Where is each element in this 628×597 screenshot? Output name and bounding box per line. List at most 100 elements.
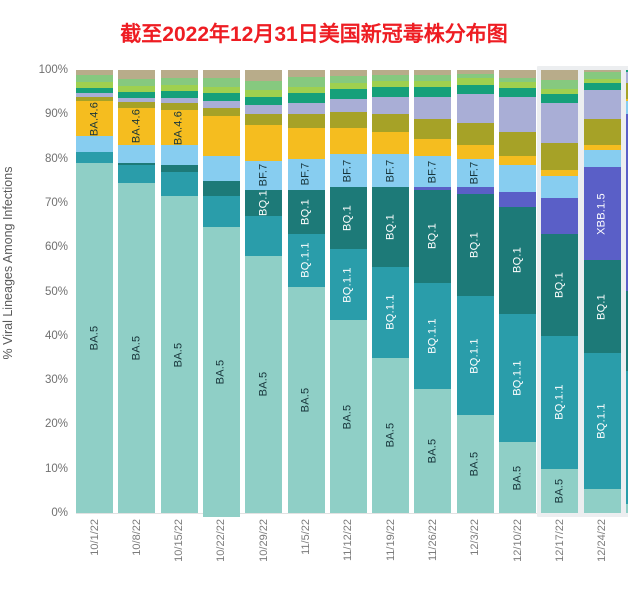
bar-segment-XBB.1.5[interactable] <box>541 198 579 234</box>
bar-segment-BF.7[interactable] <box>625 100 628 115</box>
bar-segment-periwinkle[interactable] <box>583 89 621 119</box>
bar-segment-light-green[interactable] <box>583 72 621 79</box>
bar-10-22-22[interactable]: BA.5 <box>202 70 240 518</box>
bar-segment-BA.4.6[interactable]: BA.4.6 <box>76 100 113 137</box>
bar-segment-BQ.1.1[interactable]: BQ.1.1 <box>625 371 628 505</box>
bar-12-3-22[interactable]: BF.7 BQ.1 BQ.1.1 BA.5 <box>456 70 494 513</box>
bar-segment-BF.7[interactable]: BF.7 <box>287 158 325 190</box>
bar-11-19-22[interactable]: BF.7 BQ.1 BQ.1.1 BA.5 <box>372 70 410 513</box>
bar-segment-BQ.1.1[interactable] <box>118 165 156 183</box>
bar-segment-light-green[interactable] <box>118 78 156 87</box>
bar-segment-periwinkle[interactable] <box>202 100 240 108</box>
bar-segment-tan[interactable] <box>414 70 452 76</box>
bar-segment-BQ.1.1[interactable] <box>245 216 283 256</box>
bar-segment-BA.5[interactable]: BA.5 <box>329 320 367 513</box>
bar-10-15-22[interactable]: BA.4.6 BA.5 <box>160 70 198 513</box>
bar-segment-BF.7[interactable] <box>76 136 113 152</box>
bar-segment-teal-green[interactable] <box>499 87 536 97</box>
bar-segment-tan[interactable] <box>118 70 156 79</box>
bar-segment-tan[interactable] <box>287 70 325 77</box>
bar-segment-olive[interactable] <box>372 114 410 132</box>
bar-segment-periwinkle[interactable] <box>76 93 113 97</box>
bar-segment-lime[interactable] <box>287 87 325 94</box>
bar-segment-BQ.1[interactable]: BQ.1 <box>456 193 494 296</box>
bar-segment-XBB.1.5[interactable] <box>456 187 494 194</box>
bar-segment-lime[interactable] <box>499 81 536 88</box>
bar-segment-BF.7[interactable] <box>499 165 536 192</box>
bar-segment-olive[interactable] <box>499 131 536 157</box>
bar-segment-olive[interactable] <box>76 96 113 101</box>
bar-segment-BA.4.6[interactable] <box>329 127 367 155</box>
bar-segment-lime[interactable] <box>76 82 113 88</box>
bar-segment-teal-green[interactable] <box>329 89 367 99</box>
bar-segment-teal-green[interactable] <box>287 93 325 104</box>
bar-segment-lime[interactable] <box>160 85 198 92</box>
bar-segment-light-green[interactable] <box>541 79 579 89</box>
bar-segment-olive[interactable] <box>118 102 156 108</box>
bar-segment-periwinkle[interactable] <box>329 98 367 113</box>
bar-segment-light-green[interactable] <box>372 75 410 81</box>
bar-segment-BA.5[interactable]: BA.5 <box>118 182 156 513</box>
bar-segment-BQ.1[interactable]: BQ.1 <box>287 189 325 234</box>
bar-segment-BF.7[interactable]: BF.7 <box>329 154 367 188</box>
bar-segment-light-green[interactable] <box>499 77 536 82</box>
bar-segment-BQ.1[interactable]: BQ.1 <box>499 207 536 314</box>
bar-segment-teal-green[interactable] <box>456 84 494 95</box>
bar-segment-tan[interactable] <box>541 70 579 80</box>
bar-segment-teal-green[interactable] <box>372 86 410 97</box>
bar-segment-teal-green[interactable] <box>625 70 628 73</box>
bar-segment-BQ.1[interactable]: BQ.1 <box>541 233 579 336</box>
bar-segment-BQ.1.1[interactable]: BQ.1.1 <box>541 335 579 469</box>
bar-segment-tan[interactable] <box>456 70 494 74</box>
bar-segment-BA.5[interactable]: BA.5 <box>202 227 240 518</box>
bar-segment-teal-green[interactable] <box>118 92 156 98</box>
bar-segment-teal-green[interactable] <box>541 94 579 104</box>
bar-segment-lime[interactable] <box>329 82 367 90</box>
bar-segment-light-green[interactable] <box>160 77 198 86</box>
bar-segment-BA.5[interactable] <box>625 504 628 513</box>
bar-12-10-22[interactable]: BQ.1 BQ.1.1 BA.5 <box>499 70 536 513</box>
bar-segment-BQ.1.1[interactable]: BQ.1.1 <box>372 267 410 358</box>
bar-segment-lime[interactable] <box>372 80 410 87</box>
bar-segment-BA.5[interactable]: BA.5 <box>541 468 579 513</box>
bar-11-5-22[interactable]: BF.7 BQ.1 BQ.1.1 BA.5 <box>287 70 325 513</box>
bar-segment-periwinkle[interactable] <box>372 96 410 115</box>
bar-segment-BA.5[interactable] <box>583 488 621 513</box>
bar-12-17-22[interactable]: BQ.1 BQ.1.1 BA.5 <box>541 70 579 513</box>
bar-segment-BA.4.6[interactable] <box>583 145 621 150</box>
bar-segment-periwinkle[interactable] <box>625 72 628 84</box>
bar-segment-BA.4.6[interactable]: BA.4.6 <box>160 109 198 146</box>
bar-segment-periwinkle[interactable] <box>118 97 156 103</box>
bar-segment-light-green[interactable] <box>329 75 367 83</box>
bar-segment-BA.4.6[interactable] <box>245 125 283 161</box>
bar-segment-light-green[interactable] <box>456 73 494 79</box>
bar-segment-tan[interactable] <box>245 70 283 82</box>
bar-segment-BQ.1[interactable]: BQ.1 <box>583 260 621 354</box>
bar-segment-olive[interactable] <box>202 107 240 117</box>
bar-segment-BA.4.6[interactable] <box>202 116 240 157</box>
bar-segment-teal-green[interactable] <box>583 83 621 90</box>
bar-segment-XBB.1.5[interactable] <box>414 187 452 190</box>
bar-segment-lime[interactable] <box>583 78 621 84</box>
bar-11-26-22[interactable]: BF.7 BQ.1 BQ.1.1 BA.5 <box>414 70 452 513</box>
bar-segment-BQ.1[interactable]: BQ.1 <box>414 189 452 283</box>
bar-segment-BA.4.6[interactable] <box>287 127 325 159</box>
bar-segment-BA.5[interactable]: BA.5 <box>245 255 283 513</box>
bar-segment-periwinkle[interactable] <box>541 103 579 144</box>
bar-segment-teal-green[interactable] <box>202 93 240 101</box>
bar-12-31-22[interactable]: XBB.1.5BQ.1BQ.1.1 <box>625 70 628 513</box>
bar-segment-periwinkle[interactable] <box>245 105 283 115</box>
bar-segment-BF.7[interactable] <box>541 176 579 199</box>
bar-segment-tan[interactable] <box>583 70 621 73</box>
bar-segment-BA.4.6[interactable] <box>541 169 579 177</box>
bar-segment-teal-green[interactable] <box>160 91 198 98</box>
bar-segment-light-green[interactable] <box>202 78 240 87</box>
bar-segment-BQ.1[interactable]: BQ.1 <box>625 291 628 372</box>
bar-segment-BF.7[interactable]: BF.7 <box>372 154 410 188</box>
bar-segment-BQ.1.1[interactable]: BQ.1.1 <box>583 353 621 489</box>
bar-segment-XBB.1.5[interactable]: XBB.1.5 <box>625 114 628 292</box>
bar-10-8-22[interactable]: BA.4.6 BA.5 <box>118 70 156 513</box>
bar-10-29-22[interactable]: BF.7 BQ.1 BA.5 <box>245 70 283 513</box>
bar-segment-olive[interactable] <box>625 83 628 99</box>
bar-segment-tan[interactable] <box>76 70 113 76</box>
